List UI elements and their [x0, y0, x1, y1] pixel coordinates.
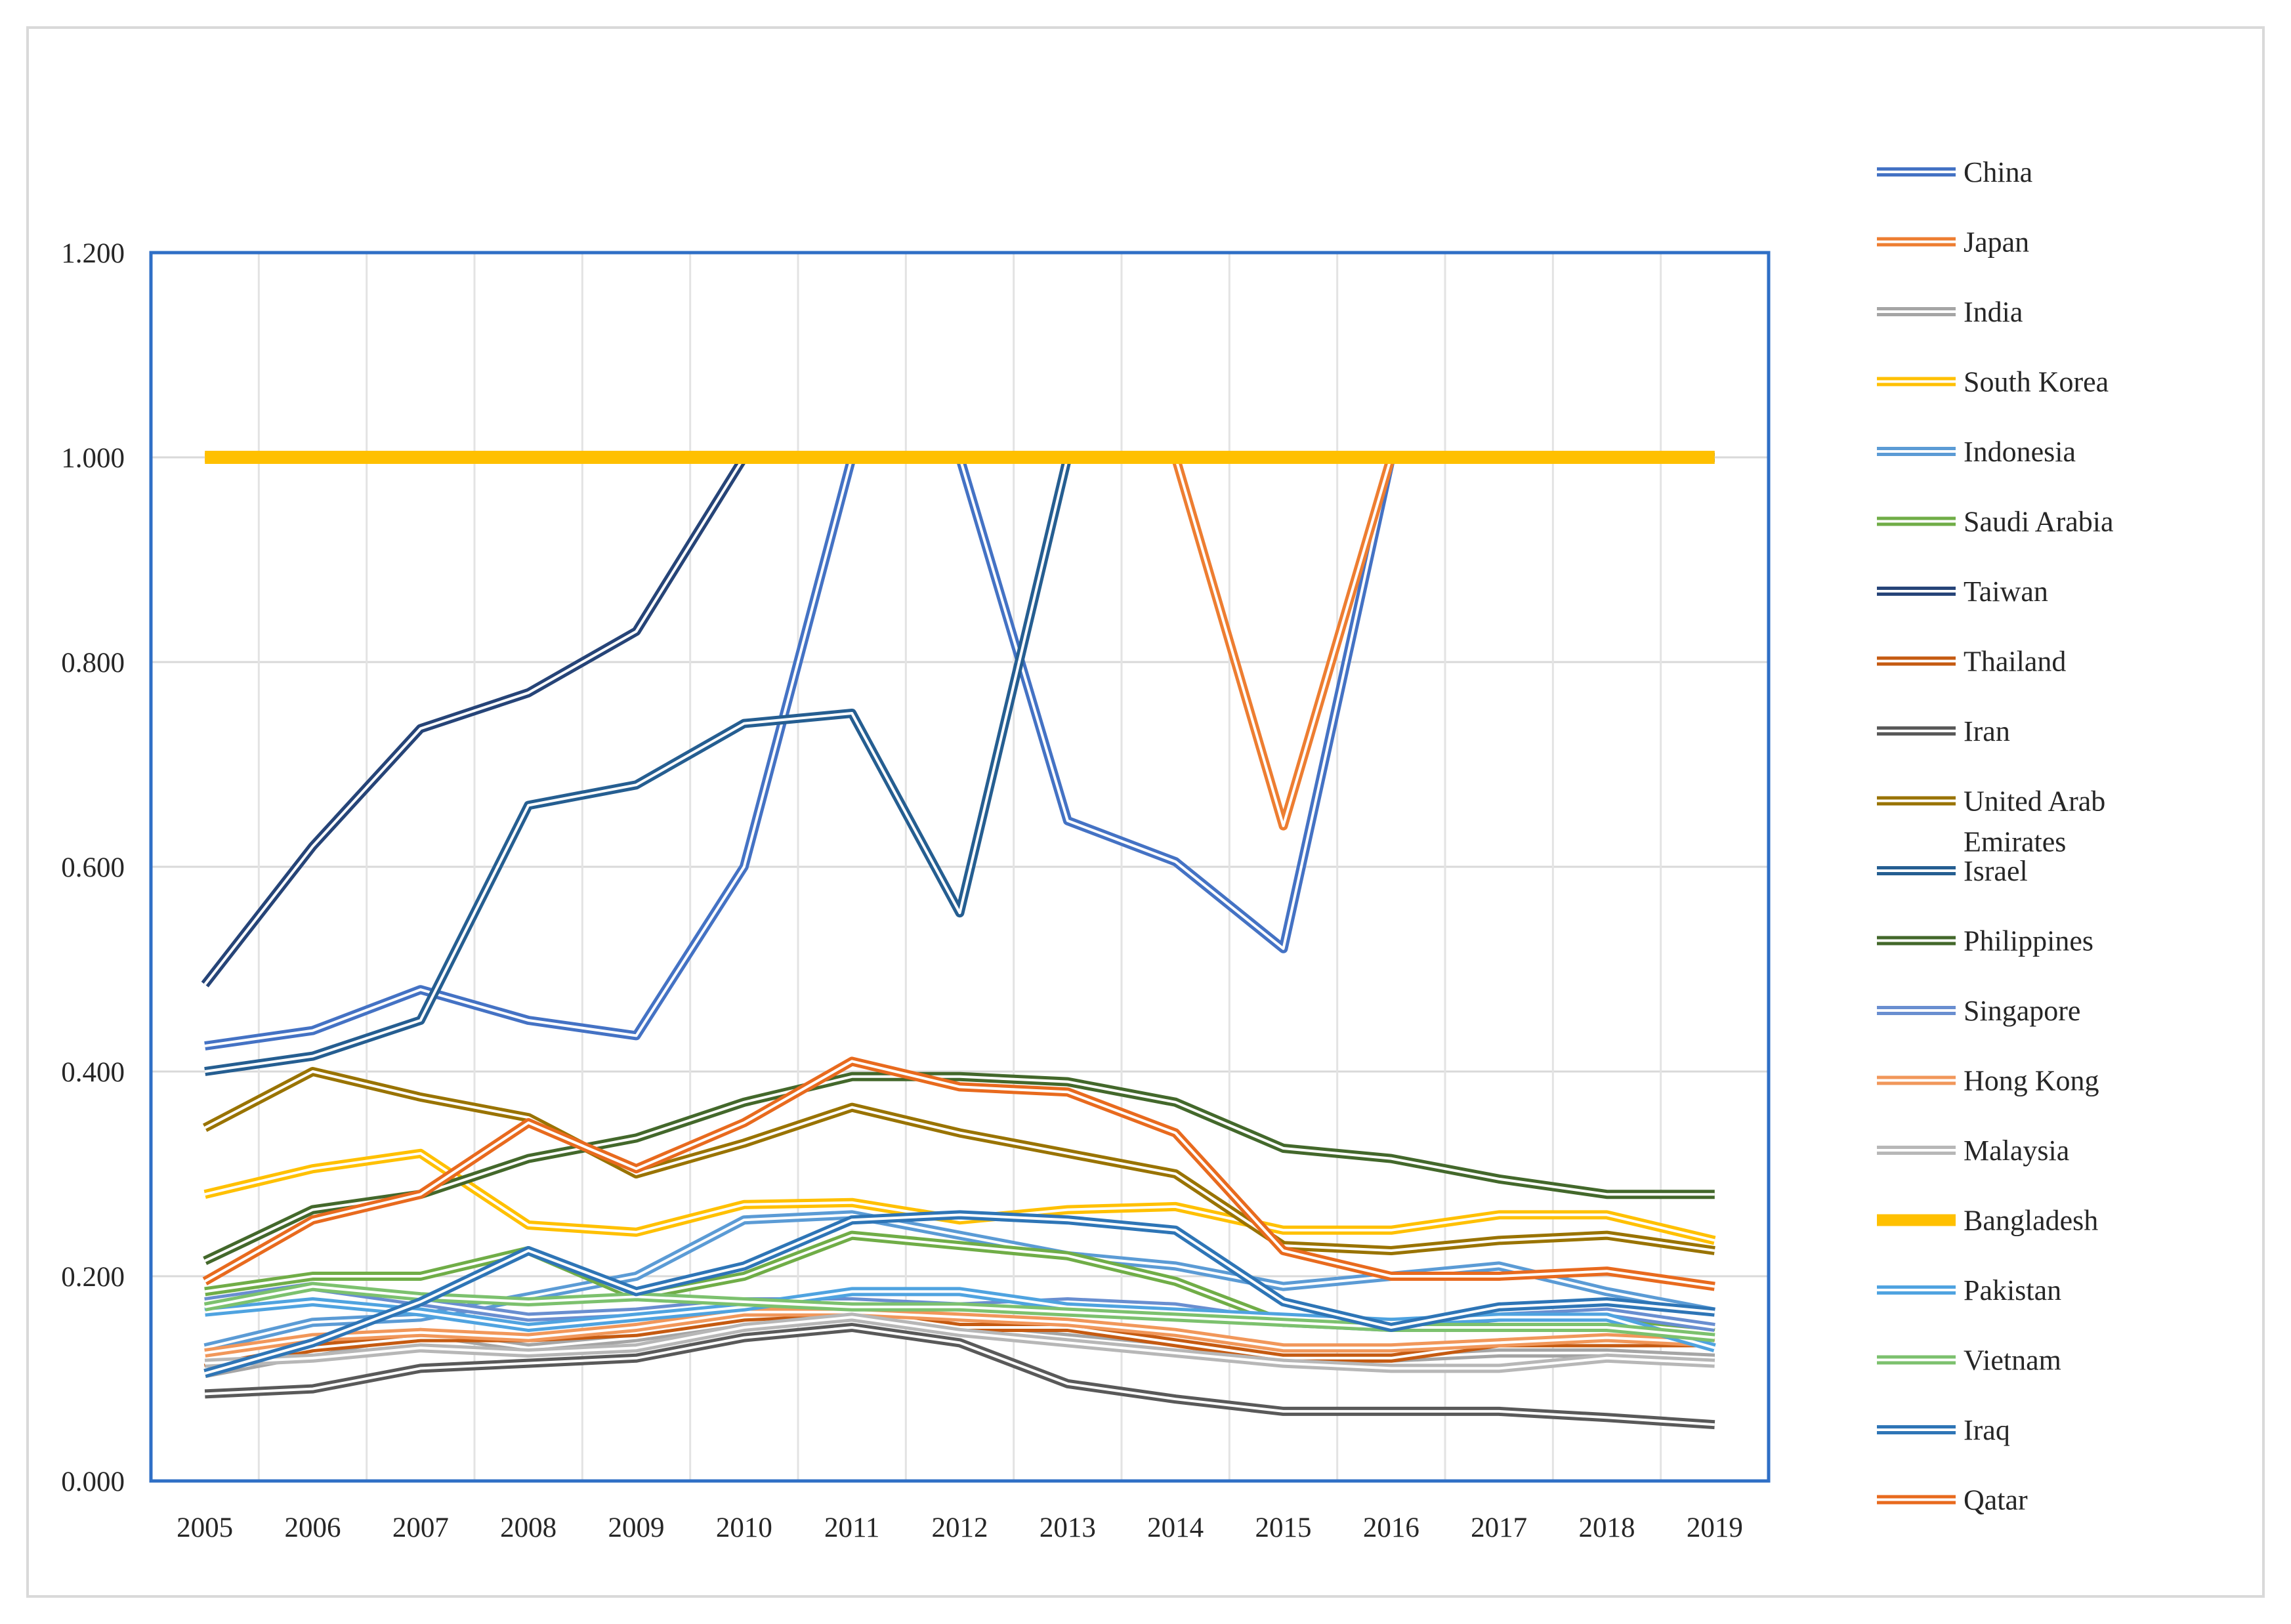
legend-item: Singapore [1877, 995, 2080, 1027]
legend-item: Indonesia [1877, 436, 2076, 468]
series-line-core [204, 1060, 1715, 1288]
y-tick-label: 0.400 [61, 1057, 125, 1088]
legend-item: Hong Kong [1877, 1065, 2099, 1097]
legend-label: Hong Kong [1964, 1065, 2099, 1097]
series-hong-kong [204, 1307, 1715, 1358]
series-line-core [204, 1075, 1715, 1262]
series-line [205, 453, 1715, 831]
legend-label: India [1964, 296, 2023, 328]
series-united-arab-emirates [202, 1067, 1715, 1255]
series-line [204, 453, 1715, 1051]
y-tick-label: 0.800 [61, 648, 125, 678]
series-line-core [205, 1316, 1715, 1370]
legend-item: Thailand [1877, 646, 2066, 678]
legend-item: India [1877, 296, 2023, 328]
legend-item: Pakistan [1877, 1274, 2061, 1306]
legend-label: Qatar [1964, 1484, 2028, 1516]
plot-area-border [149, 251, 1771, 1483]
series-line-core [205, 1290, 1715, 1350]
series-china [204, 453, 1715, 1051]
series-line-core [204, 456, 1715, 1047]
legend-item: Philippines [1877, 925, 2093, 957]
legend-label: Vietnam [1964, 1344, 2061, 1377]
x-tick-label: 2005 [177, 1512, 233, 1543]
x-tick-label: 2013 [1040, 1512, 1096, 1543]
legend-item: South Korea [1877, 366, 2109, 398]
series-vietnam [203, 1281, 1715, 1343]
legend-label: Japan [1964, 226, 2029, 259]
legend-label: United Arab Emirates [1964, 785, 2105, 858]
series-iraq [203, 1210, 1715, 1378]
x-tick-label: 2008 [500, 1512, 557, 1543]
y-tick-label: 0.000 [61, 1467, 125, 1497]
series-line-core [204, 1285, 1715, 1339]
legend-label: Pakistan [1964, 1274, 2061, 1306]
series-line-core [205, 456, 1715, 827]
x-tick-label: 2006 [285, 1512, 341, 1543]
legend-label: China [1964, 156, 2032, 188]
x-tick-label: 2007 [392, 1512, 449, 1543]
series-line [203, 1148, 1716, 1245]
legend-item: Taiwan [1877, 575, 2048, 608]
series-japan [205, 453, 1715, 831]
x-tick-label: 2018 [1579, 1512, 1635, 1543]
legend-label: Taiwan [1964, 575, 2048, 608]
series-line-core [205, 1326, 1715, 1426]
x-tick-label: 2016 [1363, 1512, 1419, 1543]
series-qatar [202, 1056, 1715, 1291]
legend-label: Iraq [1964, 1414, 2010, 1446]
series-lines [201, 451, 1716, 1430]
series-line-core [204, 456, 1715, 1073]
legend-item: United Arab Emirates [1877, 785, 2105, 858]
x-tick-label: 2012 [932, 1512, 988, 1543]
legend-label: Malaysia [1964, 1135, 2069, 1167]
legend-label: Saudi Arabia [1964, 506, 2114, 538]
legend-item: Israel [1877, 855, 2028, 887]
series-line-core [204, 1152, 1715, 1242]
legend-label: South Korea [1964, 366, 2109, 398]
legend-label: Bangladesh [1964, 1205, 2098, 1237]
legend-item: Qatar [1877, 1484, 2028, 1516]
legend-item: Iran [1877, 715, 2010, 747]
series-line-core [204, 1070, 1715, 1252]
y-tick-label: 0.200 [61, 1262, 125, 1293]
series-philippines [203, 1072, 1715, 1265]
series-line-core [204, 1213, 1715, 1375]
series-south-korea [203, 1148, 1716, 1245]
legend-label: Indonesia [1964, 436, 2076, 468]
y-tick-label: 1.000 [61, 443, 125, 474]
y-tick-label: 1.200 [61, 238, 125, 269]
x-tick-label: 2014 [1147, 1512, 1204, 1543]
series-line [204, 453, 1715, 1076]
legend-label: Israel [1964, 855, 2028, 887]
series-pakistan [204, 1287, 1716, 1352]
legend-label: Philippines [1964, 925, 2093, 957]
series-iran [204, 1323, 1715, 1430]
legend-item: Saudi Arabia [1877, 506, 2114, 538]
x-tick-label: 2011 [824, 1512, 879, 1543]
legend-item: China [1877, 156, 2032, 188]
chart-frame [26, 26, 2265, 1598]
x-tick-label: 2015 [1255, 1512, 1312, 1543]
axes: 0.000 0.200 0.400 0.600 0.800 1.000 1.200 2005 2… [61, 238, 1771, 1543]
legend-item: Japan [1877, 226, 2029, 259]
legend: China Japan India South Korea Indonesia Saudi… [1877, 156, 2114, 1516]
series-line-core [204, 1310, 1715, 1354]
x-tick-label: 2010 [716, 1512, 772, 1543]
y-tick-label: 0.600 [61, 852, 125, 883]
x-tick-label: 2017 [1471, 1512, 1527, 1543]
series-israel [204, 453, 1715, 1076]
legend-item: Malaysia [1877, 1135, 2069, 1167]
legend-label: Thailand [1964, 646, 2066, 678]
legend-label: Singapore [1964, 995, 2080, 1027]
series-malaysia [204, 1312, 1715, 1373]
x-tick-label: 2019 [1687, 1512, 1743, 1543]
legend-item: Vietnam [1877, 1344, 2061, 1377]
legend-item: Bangladesh [1877, 1205, 2098, 1237]
legend-item: Iraq [1877, 1414, 2010, 1446]
x-tick-label: 2009 [608, 1512, 665, 1543]
legend-label: Iran [1964, 715, 2010, 747]
